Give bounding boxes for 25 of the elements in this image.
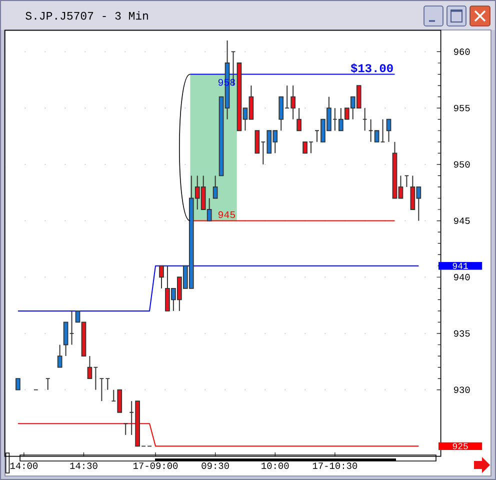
candlestick (57, 344, 62, 368)
candlestick (159, 265, 164, 289)
y-tick-label: 960 (454, 48, 470, 55)
x-tick-label: 17-09:00 (133, 462, 178, 469)
x-tick-label: 14:00 (10, 462, 38, 469)
y-tick-label: 925 (452, 443, 468, 450)
candlestick (212, 175, 218, 199)
candlestick (386, 118, 392, 142)
y-tick-label: 941 (452, 262, 468, 269)
y-tick-label: 935 (454, 330, 470, 337)
y-tick-label: 930 (454, 386, 470, 394)
candlestick (16, 378, 20, 390)
x-tick-label: 14:30 (70, 462, 98, 469)
y-tick-label: 955 (454, 104, 470, 112)
candlestick (63, 322, 68, 357)
annotation: $13.00 (350, 63, 393, 74)
candlestick (296, 108, 302, 132)
x-tick-label: 10:00 (262, 462, 289, 469)
ref-line-label: 945 (218, 211, 236, 218)
y-tick-label: 940 (454, 274, 470, 280)
y-tick-label: 950 (454, 161, 470, 168)
chart-title: S.JP.J5707 - 3 Min (26, 11, 148, 20)
x-tick-label: 17-10:30 (312, 462, 358, 469)
y-tick-label: 945 (454, 218, 470, 224)
x-tick-label: 09:30 (202, 462, 229, 469)
